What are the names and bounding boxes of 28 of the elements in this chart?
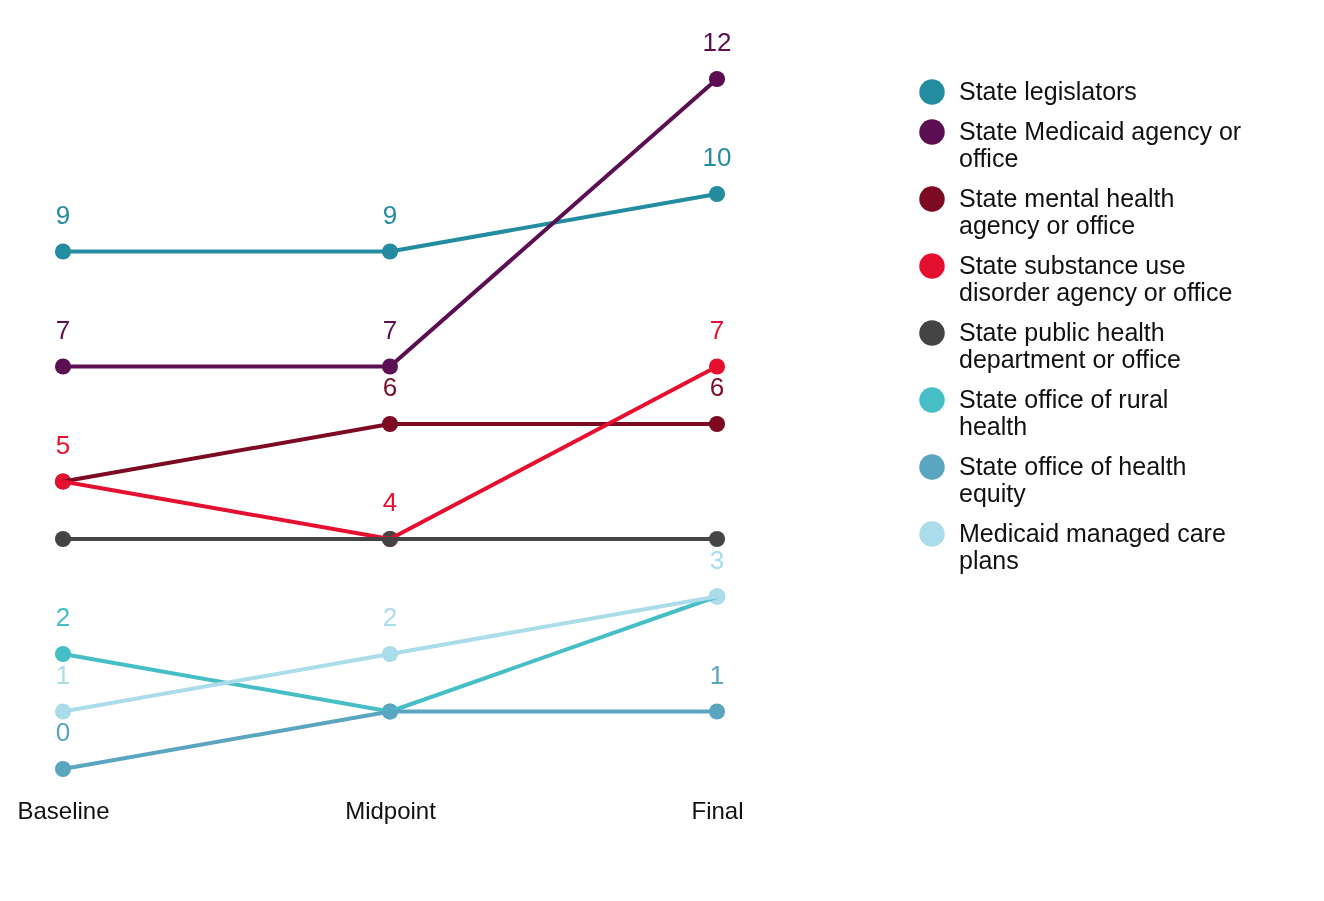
data-label: 5 (55, 429, 71, 460)
legend-label: State office of rural health (959, 385, 1169, 440)
data-label: 1 (709, 659, 725, 690)
data-label: 3 (709, 544, 725, 575)
data-label: 6 (382, 372, 398, 402)
legend-label: State substance use disorder agency or office (959, 251, 1233, 306)
x-tick-label: Midpoint (345, 796, 437, 824)
legend-label: State legislators (959, 77, 1137, 105)
data-label: 6 (709, 372, 725, 402)
legend-label: Medicaid managed care plans (959, 519, 1226, 574)
data-label: 7 (382, 314, 398, 345)
data-label: 10 (702, 142, 732, 172)
data-label: 9 (55, 199, 71, 230)
data-label: 4 (382, 487, 398, 517)
legend-label: State mental health agency or office (959, 184, 1175, 239)
x-tick-label: Baseline (17, 796, 110, 824)
legend-label: State public health department or office (959, 318, 1181, 373)
legend-label: State Medicaid agency or office (959, 117, 1242, 172)
data-label: 0 (55, 717, 71, 747)
data-label: 9 (382, 199, 398, 230)
legend-label: State office of health equity (959, 452, 1187, 507)
x-tick-label: Final (691, 796, 744, 824)
data-label: 7 (709, 314, 725, 345)
data-label: 2 (382, 602, 398, 632)
data-label: 2 (55, 602, 71, 632)
data-label: 7 (55, 314, 71, 345)
data-label: 1 (55, 659, 71, 690)
data-label: 12 (702, 27, 732, 57)
